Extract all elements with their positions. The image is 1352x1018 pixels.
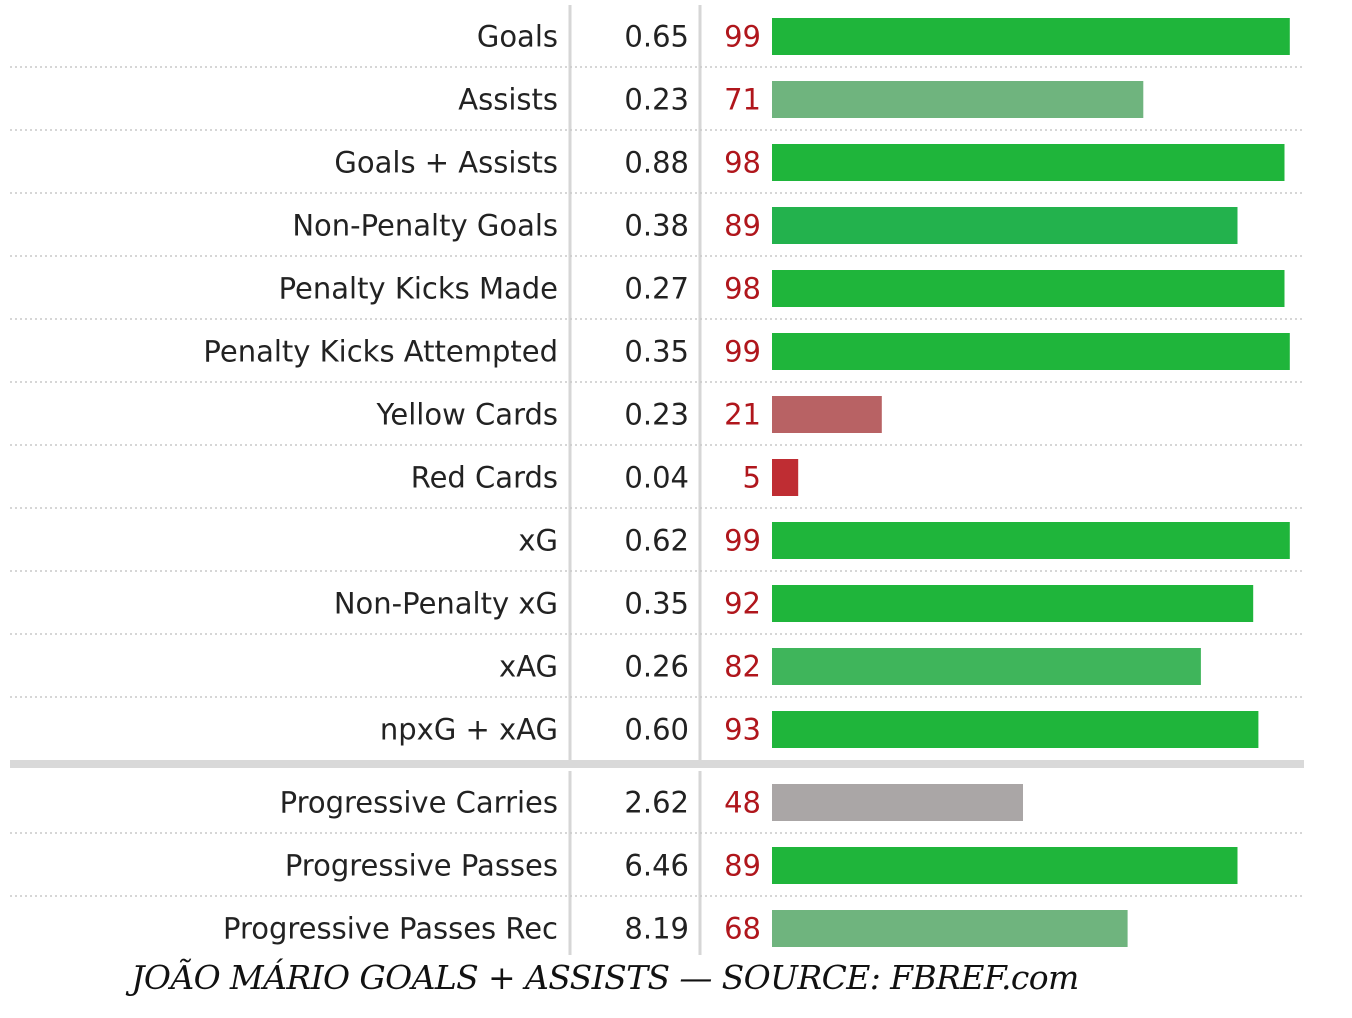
group-separator — [10, 760, 1304, 768]
percentile-bar — [772, 459, 799, 496]
per90-value: 0.62 — [624, 524, 689, 558]
per90-value: 8.19 — [624, 912, 689, 946]
stat-label: Progressive Passes — [285, 849, 558, 883]
stat-label: xG — [518, 524, 558, 558]
percentile-bar — [772, 585, 1254, 622]
per90-value: 0.60 — [624, 713, 689, 747]
stat-label: xAG — [499, 650, 558, 684]
per90-value: 0.38 — [624, 209, 689, 243]
per90-value: 0.04 — [624, 461, 689, 495]
stat-label: Non-Penalty Goals — [292, 209, 558, 243]
percentile-value: 48 — [724, 786, 761, 820]
percentile-value: 21 — [724, 398, 761, 432]
percentile-value: 93 — [724, 713, 761, 747]
percentile-value: 71 — [724, 83, 761, 117]
stat-label: Goals + Assists — [334, 146, 558, 180]
percentile-value: 99 — [724, 524, 761, 558]
percentile-value: 99 — [724, 20, 761, 54]
percentile-value: 98 — [724, 146, 761, 180]
percentile-bar — [772, 711, 1259, 748]
percentile-value: 82 — [724, 650, 761, 684]
stat-label: Goals — [477, 20, 558, 54]
stat-label: Progressive Passes Rec — [223, 912, 558, 946]
per90-value: 0.26 — [624, 650, 689, 684]
percentile-bar — [772, 522, 1290, 559]
percentile-bar — [772, 144, 1285, 181]
percentile-bar — [772, 784, 1023, 821]
per90-value: 6.46 — [624, 849, 689, 883]
per90-value: 0.23 — [624, 398, 689, 432]
percentile-value: 89 — [724, 209, 761, 243]
stat-label: Assists — [458, 83, 558, 117]
percentile-value: 99 — [724, 335, 761, 369]
stat-label: npxG + xAG — [380, 713, 558, 747]
percentile-value: 92 — [724, 587, 761, 621]
percentile-value: 89 — [724, 849, 761, 883]
percentile-bar — [772, 270, 1285, 307]
per90-value: 0.23 — [624, 83, 689, 117]
per90-value: 0.88 — [624, 146, 689, 180]
percentile-bar — [772, 81, 1144, 118]
stat-label: Penalty Kicks Attempted — [203, 335, 558, 369]
stat-label: Yellow Cards — [376, 398, 558, 432]
percentile-bar — [772, 648, 1201, 685]
percentile-bar — [772, 910, 1128, 947]
stat-label: Progressive Carries — [280, 786, 558, 820]
stat-label: Non-Penalty xG — [334, 587, 558, 621]
stat-label: Red Cards — [411, 461, 558, 495]
percentile-bar — [772, 847, 1238, 884]
percentile-bar — [772, 207, 1238, 244]
per90-value: 0.27 — [624, 272, 689, 306]
percentile-bar — [772, 396, 882, 433]
per90-value: 0.35 — [624, 335, 689, 369]
per90-value: 0.35 — [624, 587, 689, 621]
percentile-value: 68 — [724, 912, 761, 946]
percentile-bar-chart: Goals 0.65 99 Assists 0.23 71 Goals + Assists 0… — [10, 5, 1304, 955]
chart-caption: JOÃO MÁRIO GOALS + ASSISTS — SOURCE: FBR… — [131, 958, 1079, 997]
per90-value: 0.65 — [624, 20, 689, 54]
percentile-bar — [772, 18, 1290, 55]
stat-label: Penalty Kicks Made — [279, 272, 558, 306]
percentile-value: 98 — [724, 272, 761, 306]
percentile-bar — [772, 333, 1290, 370]
percentile-value: 5 — [743, 461, 761, 495]
per90-value: 2.62 — [624, 786, 689, 820]
